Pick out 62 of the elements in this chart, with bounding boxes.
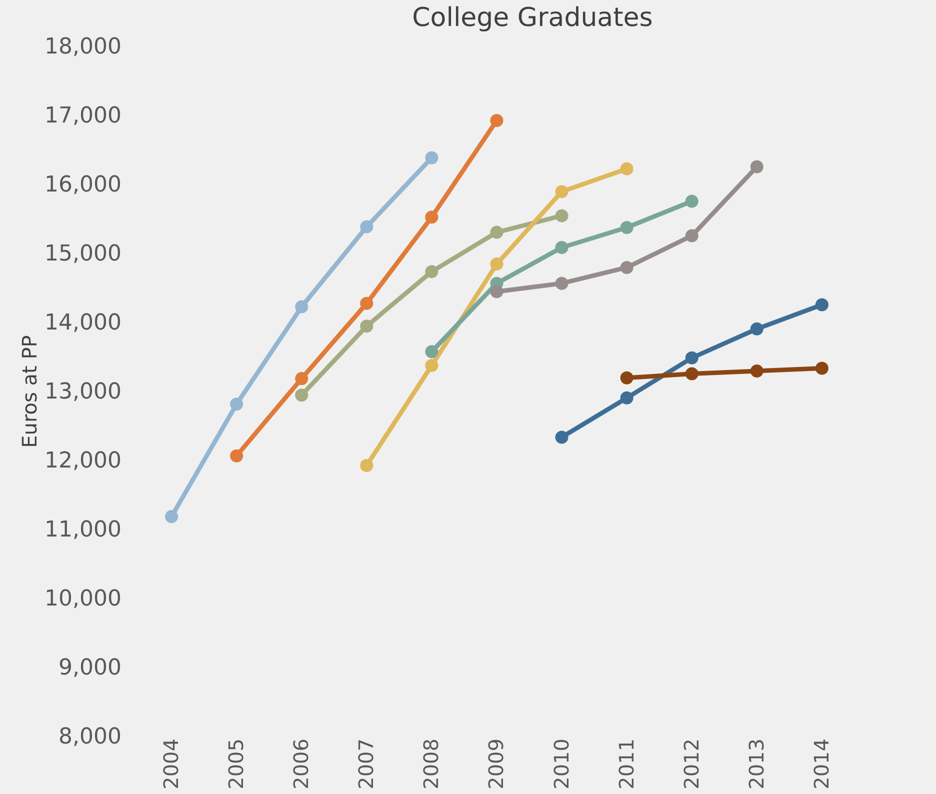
- y-tick-label: 10,000: [44, 586, 122, 612]
- y-tick-label: 11,000: [44, 518, 122, 542]
- point: [490, 114, 504, 128]
- point: [750, 364, 764, 378]
- y-tick-label: 18,000: [44, 34, 122, 60]
- x-tick-label: 2012: [679, 738, 704, 790]
- point: [620, 260, 634, 274]
- point: [555, 185, 568, 198]
- point: [295, 372, 308, 386]
- y-tick-label: 14,000: [44, 310, 122, 336]
- point: [555, 430, 568, 444]
- y-tick-label: 15,000: [44, 242, 122, 266]
- x-tick-label: 2005: [224, 738, 248, 790]
- point: [685, 229, 698, 242]
- y-tick-label: 8,000: [58, 724, 122, 750]
- point: [685, 194, 698, 208]
- point: [295, 300, 308, 314]
- y-tick-label: 16,000: [44, 172, 122, 198]
- point: [425, 358, 438, 372]
- point: [360, 296, 374, 310]
- y-tick-label: 9,000: [58, 656, 122, 680]
- point: [230, 398, 244, 411]
- point: [555, 209, 568, 222]
- point: [685, 367, 698, 380]
- point: [620, 371, 634, 384]
- point: [815, 298, 828, 312]
- x-tick-label: 2004: [159, 738, 184, 790]
- y-axis-title: Euros at PP: [18, 335, 42, 448]
- x-tick-label: 2014: [809, 738, 834, 790]
- point: [620, 220, 634, 234]
- x-tick-label: 2008: [419, 738, 444, 790]
- point: [555, 240, 568, 254]
- x-tick-label: 2011: [614, 738, 638, 790]
- point: [425, 265, 438, 278]
- point: [360, 220, 374, 234]
- point: [620, 391, 634, 404]
- point: [685, 351, 698, 364]
- point: [295, 388, 308, 402]
- point: [620, 162, 634, 176]
- point: [490, 226, 504, 239]
- x-tick-label: 2009: [484, 738, 508, 790]
- point: [750, 322, 764, 336]
- point: [555, 276, 568, 290]
- x-tick-label: 2006: [289, 738, 314, 790]
- y-tick-label: 13,000: [44, 380, 122, 404]
- point: [425, 210, 438, 224]
- x-tick-label: 2010: [549, 738, 574, 790]
- point: [360, 320, 374, 333]
- point: [490, 258, 504, 271]
- point: [490, 285, 504, 298]
- point: [425, 345, 438, 358]
- y-tick-label: 12,000: [44, 448, 122, 474]
- point: [815, 362, 828, 375]
- x-tick-label: 2007: [354, 738, 378, 790]
- point: [230, 449, 244, 462]
- chart-title: College Graduates: [412, 3, 653, 33]
- point: [425, 151, 438, 164]
- point: [165, 510, 178, 524]
- x-tick-label: 2013: [744, 738, 768, 790]
- point: [360, 459, 374, 472]
- y-tick-label: 17,000: [44, 104, 122, 128]
- point: [750, 160, 764, 174]
